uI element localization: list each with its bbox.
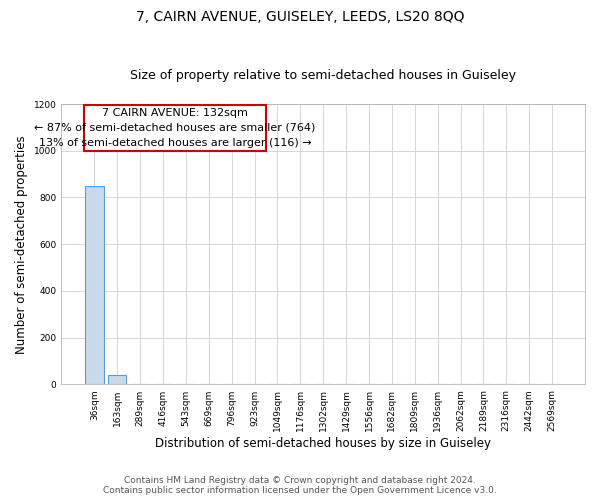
Y-axis label: Number of semi-detached properties: Number of semi-detached properties (15, 135, 28, 354)
Bar (85, 186, 104, 384)
Text: Contains HM Land Registry data © Crown copyright and database right 2024.
Contai: Contains HM Land Registry data © Crown c… (103, 476, 497, 495)
Text: 7 CAIRN AVENUE: 132sqm
← 87% of semi-detached houses are smaller (764)
13% of se: 7 CAIRN AVENUE: 132sqm ← 87% of semi-det… (34, 108, 316, 148)
X-axis label: Distribution of semi-detached houses by size in Guiseley: Distribution of semi-detached houses by … (155, 437, 491, 450)
Bar (108, 375, 127, 384)
Text: 7, CAIRN AVENUE, GUISELEY, LEEDS, LS20 8QQ: 7, CAIRN AVENUE, GUISELEY, LEEDS, LS20 8… (136, 10, 464, 24)
Title: Size of property relative to semi-detached houses in Guiseley: Size of property relative to semi-detach… (130, 69, 516, 82)
FancyBboxPatch shape (84, 105, 266, 150)
